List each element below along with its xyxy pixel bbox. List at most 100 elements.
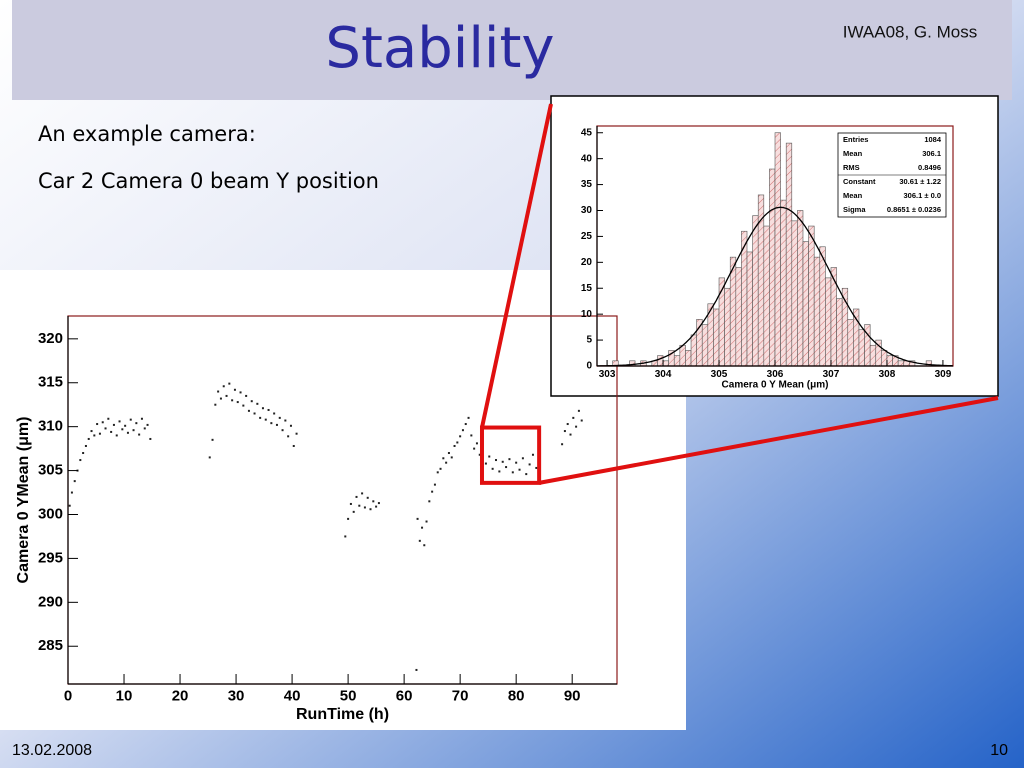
zoom-line (480, 103, 553, 428)
stats-name: Mean (843, 149, 863, 158)
data-point (98, 432, 101, 435)
data-point (415, 668, 418, 671)
highlight-box (479, 425, 542, 485)
data-point (416, 517, 419, 520)
histogram-bar (701, 324, 709, 367)
y-tick-label: 15 (581, 283, 593, 294)
data-point (115, 434, 118, 437)
data-point (436, 471, 439, 474)
data-point (231, 399, 234, 402)
data-point (225, 394, 228, 397)
data-point (375, 505, 378, 508)
data-point (494, 459, 497, 462)
data-point (239, 391, 242, 394)
x-axis-label: Camera 0 Y Mean (μm) (722, 380, 829, 391)
y-tick-label: 45 (581, 127, 593, 138)
x-tick-label: 20 (172, 688, 189, 705)
histogram-bar (853, 308, 860, 367)
data-point (222, 385, 225, 388)
data-point (101, 421, 104, 424)
data-point (107, 417, 110, 420)
data-point (281, 429, 284, 432)
data-point (242, 404, 245, 407)
y-tick-label: 305 (38, 462, 63, 479)
histogram-bar (729, 256, 737, 367)
data-point (219, 397, 222, 400)
data-point (121, 428, 124, 431)
data-point (445, 461, 448, 464)
data-point (253, 412, 256, 415)
data-point (68, 504, 71, 507)
data-point (484, 462, 487, 465)
data-point (475, 442, 478, 445)
data-point (355, 495, 358, 498)
title-bar (12, 0, 1012, 100)
data-point (580, 419, 583, 422)
data-point (79, 459, 82, 462)
y-tick-label: 295 (38, 549, 63, 566)
stats-name: Mean (843, 191, 863, 200)
data-point (491, 467, 494, 470)
x-tick-label: 308 (879, 369, 896, 380)
histogram-bar (679, 344, 686, 367)
histogram-bar (713, 308, 720, 367)
data-point (569, 433, 572, 436)
x-tick-label: 309 (935, 369, 952, 380)
histogram-bar (808, 225, 815, 367)
footer-date: 13.02.2008 (12, 742, 92, 759)
x-tick-label: 305 (711, 369, 728, 380)
histogram-bar (785, 142, 793, 367)
data-point (473, 447, 476, 450)
data-point (447, 452, 450, 455)
histogram-bar (819, 246, 826, 367)
data-point (70, 491, 73, 494)
data-point (104, 427, 107, 430)
y-tick-label: 30 (581, 205, 593, 216)
data-point (73, 480, 76, 483)
data-point (467, 416, 470, 419)
data-point (217, 390, 220, 393)
data-point (347, 517, 350, 520)
data-point (515, 461, 518, 464)
data-point (363, 506, 366, 509)
y-tick-label: 5 (586, 335, 592, 346)
data-point (264, 418, 267, 421)
data-point (250, 400, 253, 403)
data-point (261, 407, 264, 410)
data-point (377, 502, 380, 505)
data-point (146, 423, 149, 426)
data-point (450, 456, 453, 459)
data-point (561, 443, 564, 446)
data-point (82, 452, 85, 455)
histogram-bar (780, 199, 787, 367)
data-point (236, 401, 239, 404)
histogram-bar (763, 225, 770, 367)
stats-value: 306.1 (922, 149, 941, 158)
data-point (270, 422, 273, 425)
histogram-bar (813, 256, 821, 367)
stats-value: 1084 (924, 135, 942, 144)
data-point (498, 470, 501, 473)
data-point (344, 535, 347, 538)
stats-name: Sigma (843, 205, 866, 214)
x-tick-label: 60 (396, 688, 413, 705)
data-point (292, 444, 295, 447)
data-point (140, 417, 143, 420)
x-tick-label: 70 (452, 688, 469, 705)
data-point (149, 437, 152, 440)
data-point (456, 441, 459, 444)
stats-value: 0.8496 (918, 163, 941, 172)
data-point (228, 382, 231, 385)
data-point (531, 453, 534, 456)
data-point (511, 471, 514, 474)
data-point (488, 455, 491, 458)
histogram-bar (897, 360, 905, 367)
histogram-bar (825, 277, 832, 367)
data-point (233, 388, 236, 391)
x-tick-label: 90 (564, 688, 581, 705)
bullet: An example camera: (38, 122, 256, 146)
histogram-bar (869, 344, 877, 367)
data-point (361, 492, 364, 495)
histogram-bar (752, 215, 759, 367)
author: IWAA08, G. Moss (843, 22, 977, 41)
